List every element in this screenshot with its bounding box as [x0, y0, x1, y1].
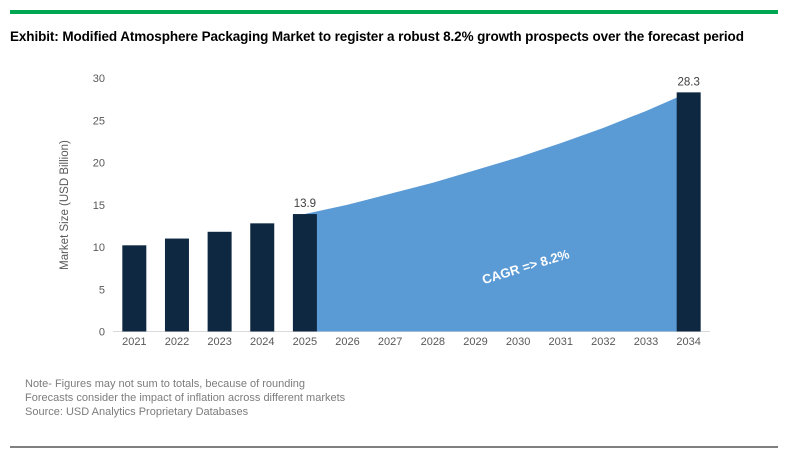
footer-source-line: Source: USD Analytics Proprietary Databa… — [25, 406, 249, 418]
x-tick-label: 2028 — [421, 336, 445, 348]
data-label-2034: 28.3 — [677, 76, 699, 88]
footer-notes: Note- Figures may not sum to totals, bec… — [25, 377, 345, 419]
y-tick-label: 15 — [93, 200, 105, 212]
bar-2021 — [122, 245, 147, 332]
y-tick-label: 30 — [93, 73, 105, 85]
x-tick-label: 2033 — [634, 336, 658, 348]
top-divider — [10, 10, 778, 14]
x-tick-label: 2031 — [549, 336, 573, 348]
x-tick-label: 2022 — [165, 336, 189, 348]
x-tick-label: 2030 — [506, 336, 530, 348]
bar-2022 — [164, 238, 189, 332]
x-tick-label: 2027 — [378, 336, 402, 348]
y-tick-label: 10 — [93, 242, 105, 254]
forecast-area — [304, 92, 689, 332]
bar-2024 — [250, 223, 275, 332]
bar-2034 — [676, 92, 701, 332]
bottom-divider — [10, 446, 778, 448]
y-axis-title: Market Size (USD Billion) — [59, 140, 71, 270]
x-tick-label: 2032 — [591, 336, 615, 348]
bar-2025 — [292, 214, 317, 332]
y-tick-label: 0 — [99, 327, 105, 339]
x-tick-label: 2034 — [676, 336, 700, 348]
footer-note-line: Note- Figures may not sum to totals, bec… — [25, 378, 306, 390]
chart-title: Exhibit: Modified Atmosphere Packaging M… — [10, 29, 744, 44]
x-tick-label: 2024 — [250, 336, 274, 348]
data-label-2025: 13.9 — [294, 198, 316, 210]
y-tick-label: 25 — [93, 115, 105, 127]
y-tick-label: 20 — [93, 158, 105, 170]
x-tick-label: 2025 — [293, 336, 317, 348]
footer-note-line: Forecasts consider the impact of inflati… — [25, 392, 346, 404]
x-tick-label: 2023 — [207, 336, 231, 348]
x-tick-label: 2026 — [335, 336, 359, 348]
y-tick-label: 5 — [99, 284, 105, 296]
bar-2023 — [207, 231, 232, 332]
x-tick-label: 2029 — [463, 336, 487, 348]
market-chart: 0 5 10 15 20 25 30 Market Size (USD Billion) 202… — [0, 55, 780, 370]
x-tick-label: 2021 — [122, 336, 146, 348]
